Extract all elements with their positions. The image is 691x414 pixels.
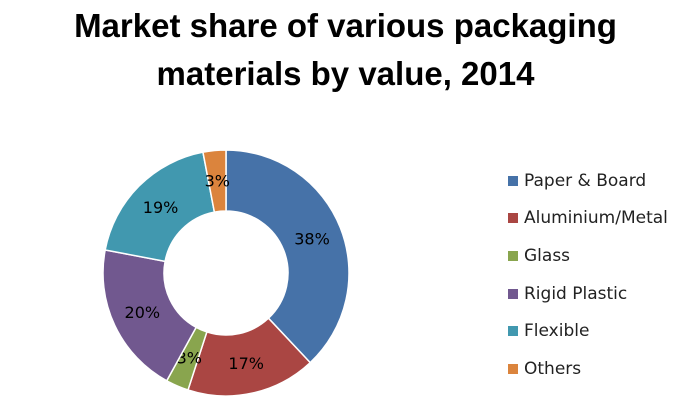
chart-title-line-1: Market share of various packaging xyxy=(74,7,617,44)
legend-item: Others xyxy=(508,350,668,388)
legend-swatch xyxy=(508,288,518,299)
chart-legend: Paper & Board Aluminium/Metal Glass Rigid P… xyxy=(508,162,668,388)
slice-paper-board xyxy=(225,149,350,364)
legend-swatch xyxy=(508,175,518,186)
legend-label: Rigid Plastic xyxy=(524,283,628,304)
legend-swatch xyxy=(508,250,518,261)
data-label: 17% xyxy=(228,354,264,373)
data-label: 20% xyxy=(125,303,161,322)
legend-item: Flexible xyxy=(508,312,668,350)
legend-label: Flexible xyxy=(524,321,590,342)
slice-others xyxy=(202,149,227,213)
legend-swatch xyxy=(508,326,518,337)
legend-label: Others xyxy=(524,358,582,379)
legend-label: Glass xyxy=(524,245,571,266)
legend-swatch xyxy=(508,363,518,374)
chart-title: Market share of various packaging materi… xyxy=(0,2,691,98)
legend-item: Rigid Plastic xyxy=(508,275,668,313)
chart-title-line-2: materials by value, 2014 xyxy=(156,55,535,92)
legend-item: Glass xyxy=(508,237,668,275)
data-label: 19% xyxy=(143,198,179,217)
data-label: 38% xyxy=(294,229,330,248)
legend-label: Aluminium/Metal xyxy=(524,208,668,229)
legend-item: Aluminium/Metal xyxy=(508,200,668,238)
data-label: 3% xyxy=(205,171,230,190)
legend-item: Paper & Board xyxy=(508,162,668,200)
legend-swatch xyxy=(508,213,518,224)
data-label: 3% xyxy=(177,348,202,367)
legend-label: Paper & Board xyxy=(524,170,647,191)
slice-rigid-plastic xyxy=(102,249,198,382)
